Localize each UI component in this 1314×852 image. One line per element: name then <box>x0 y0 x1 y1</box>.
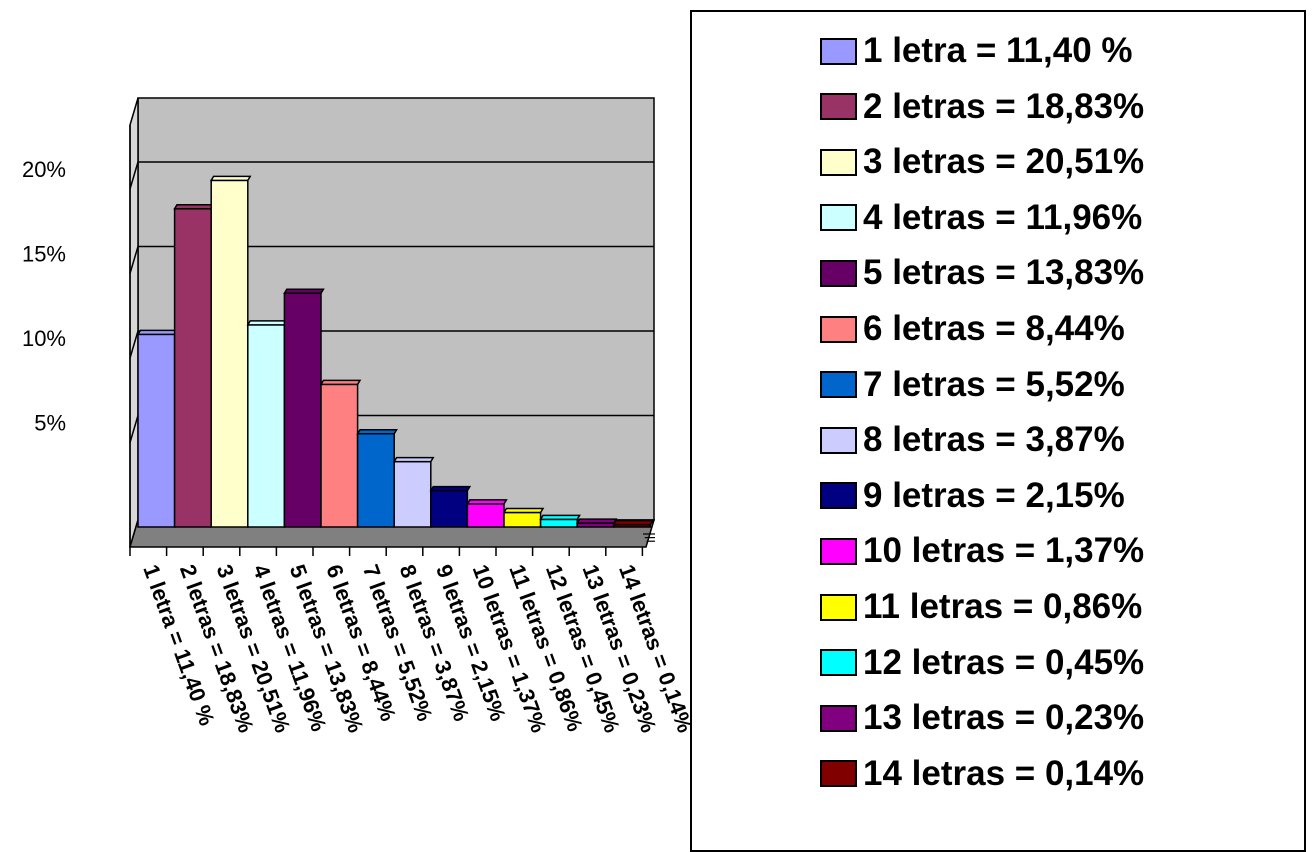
gridline-side <box>129 161 139 190</box>
legend-swatch <box>820 93 857 121</box>
legend-swatch <box>820 148 857 176</box>
y-tick-label: 10% <box>22 326 66 351</box>
legend-swatch <box>820 204 857 232</box>
legend-label: 6 letras = 8,44% <box>863 309 1125 348</box>
bar <box>136 329 179 528</box>
bar-top <box>246 320 289 326</box>
legend-label: 12 letras = 0,45% <box>863 642 1145 682</box>
legend-item: 4 letras = 11,96% <box>820 198 1142 238</box>
bar-front <box>393 460 432 528</box>
legend-swatch <box>820 649 857 677</box>
bar-top <box>173 204 215 210</box>
legend-item: 10 letras = 1,37% <box>820 531 1144 571</box>
bar <box>539 514 581 528</box>
bar-front <box>539 518 578 528</box>
legend-label: 4 letras = 11,96% <box>863 197 1143 237</box>
bar-top <box>356 428 398 435</box>
bar-top <box>539 514 581 521</box>
legend-item: 7 letras = 5,52% <box>820 365 1125 405</box>
y-axis: 5% 10% 15% 20% <box>22 125 131 547</box>
y-tick-label: 20% <box>22 157 66 182</box>
legend-item: 6 letras = 8,44% <box>820 309 1125 349</box>
legend-label: 11 letras = 0,86% <box>863 587 1143 626</box>
legend-item: 14 letras = 0,14% <box>820 754 1144 794</box>
legend-item: 12 letras = 0,45% <box>820 643 1144 683</box>
bar-front <box>283 292 322 528</box>
bar-top <box>209 175 252 182</box>
bar-front <box>503 511 542 528</box>
bar <box>283 288 325 528</box>
legend-label: 3 letras = 20,51% <box>863 142 1145 182</box>
legend-item: 9 letras = 2,15% <box>820 476 1125 516</box>
bar-top <box>575 518 618 524</box>
gridline-side <box>129 246 139 274</box>
legend-item: 11 letras = 0,86% <box>820 587 1142 627</box>
legend-label: 8 letras = 3,87% <box>863 420 1125 460</box>
legend-label: 10 letras = 1,37% <box>863 531 1145 571</box>
bar-front <box>173 208 212 528</box>
bar-front <box>210 179 249 528</box>
legend-swatch <box>820 760 857 788</box>
legend-swatch <box>820 426 857 454</box>
bar-top <box>392 456 435 463</box>
bar <box>575 518 618 528</box>
bar-front <box>466 503 505 528</box>
bar <box>392 456 435 528</box>
bar <box>502 507 545 528</box>
bar-front <box>430 489 469 528</box>
legend-label: 1 letra = 11,40 % <box>863 31 1133 70</box>
bar-front <box>137 333 176 528</box>
bar-front <box>247 324 286 528</box>
legend-label: 13 letras = 0,23% <box>863 698 1145 738</box>
bar <box>356 428 398 528</box>
bar-front <box>320 383 359 528</box>
legend-swatch <box>820 315 857 343</box>
legend-swatch <box>820 482 857 510</box>
legend-swatch <box>820 37 857 65</box>
bar <box>429 485 472 528</box>
legend-swatch <box>820 537 857 565</box>
bar <box>246 320 289 528</box>
bar-top <box>502 507 545 514</box>
floor-ticks <box>129 533 655 556</box>
legend-label: 2 letras = 18,83% <box>863 86 1145 126</box>
bar-top <box>612 519 655 526</box>
x-axis-labels: 1 letra = 11,40 %2 letras = 18,83%3 letr… <box>138 561 690 736</box>
bar-top <box>136 329 179 336</box>
legend-item: 5 letras = 13,83% <box>820 253 1144 293</box>
gridline-side <box>129 415 139 443</box>
legend-swatch <box>820 593 857 621</box>
legend-swatch <box>820 704 857 732</box>
legend-item: 1 letra = 11,40 % <box>820 31 1133 71</box>
legend-item: 13 letras = 0,23% <box>820 698 1144 738</box>
bar <box>209 175 252 528</box>
legend-item: 2 letras = 18,83% <box>820 87 1144 127</box>
bar <box>319 379 362 528</box>
bar <box>466 499 508 528</box>
legend-swatch <box>820 259 857 287</box>
bar <box>173 204 215 528</box>
y-tick-label: 15% <box>22 242 66 267</box>
bars <box>136 175 655 528</box>
bar <box>612 519 655 528</box>
legend-swatch <box>820 371 857 399</box>
bar-chart: 5% 10% 15% 20% 1 letra = 11,40 %2 letras = … <box>22 97 690 736</box>
legend-item: 8 letras = 3,87% <box>820 420 1125 460</box>
legend: 1 letra = 11,40 % 2 letras = 18,83% 3 letr… <box>690 10 1306 852</box>
bar-top <box>429 485 472 492</box>
bar-front <box>356 432 395 528</box>
y-tick-label: 5% <box>34 411 66 436</box>
legend-label: 14 letras = 0,14% <box>863 753 1145 793</box>
bar-top <box>319 379 362 386</box>
legend-item: 3 letras = 20,51% <box>820 142 1144 182</box>
bar-top <box>283 288 325 295</box>
legend-label: 5 letras = 13,83% <box>863 253 1145 293</box>
bar-top <box>466 499 508 505</box>
legend-label: 9 letras = 2,15% <box>863 475 1125 515</box>
gridline-side <box>129 330 139 359</box>
legend-label: 7 letras = 5,52% <box>863 364 1125 404</box>
